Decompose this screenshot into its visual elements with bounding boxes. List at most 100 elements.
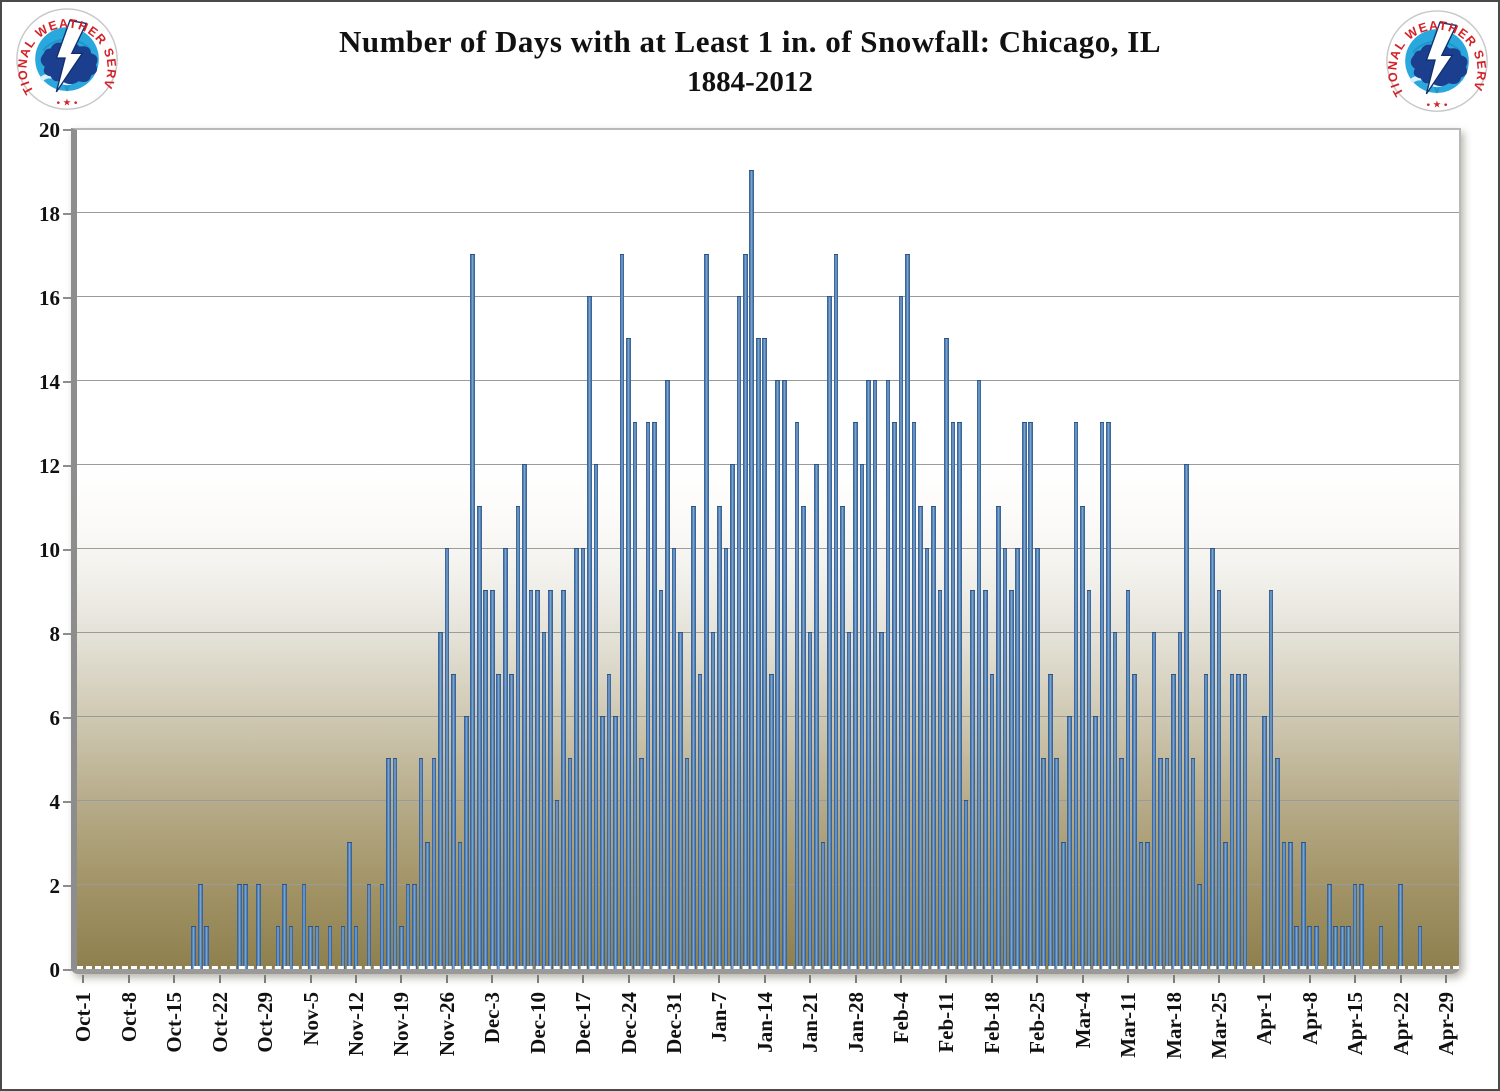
x-tick-mark: [400, 975, 403, 983]
bar: [671, 548, 677, 969]
x-tick-label: Apr-15: [1343, 992, 1368, 1056]
y-tick-label: 20: [39, 118, 60, 142]
x-tick-label: Jan-21: [798, 992, 823, 1053]
bar: [1002, 548, 1008, 969]
bar: [301, 884, 307, 969]
bar: [1346, 926, 1351, 969]
bar: [412, 884, 417, 969]
bar: [593, 464, 599, 969]
x-tick-label: Apr-1: [1252, 992, 1277, 1045]
bar: [502, 548, 508, 969]
bar: [236, 884, 242, 969]
x-tick-label: Apr-8: [1297, 992, 1322, 1045]
x-tick-mark: [1172, 975, 1175, 983]
bar: [840, 506, 845, 969]
zero-baseline-dashed: [77, 966, 1459, 969]
bar: [1132, 674, 1137, 969]
x-tick-mark: [354, 975, 357, 983]
bar: [405, 884, 411, 969]
bar: [911, 422, 917, 969]
y-tick-mark: [63, 465, 72, 467]
bar: [632, 422, 638, 969]
bar: [794, 422, 800, 969]
bar: [1268, 590, 1274, 969]
bar: [989, 674, 995, 969]
x-tick-mark: [536, 975, 539, 983]
bar: [931, 506, 936, 969]
bar: [379, 884, 385, 969]
bar: [1223, 842, 1228, 969]
x-tick-label: Dec-31: [661, 992, 686, 1054]
bar: [243, 884, 248, 969]
x-tick-mark: [445, 975, 448, 983]
logo-stars: • ★ •: [1427, 99, 1448, 110]
bar: [730, 464, 735, 969]
x-tick-label: Nov-12: [343, 992, 368, 1057]
gridline: [77, 716, 1459, 717]
bar: [717, 506, 722, 969]
logo-stars: • ★ •: [57, 97, 78, 108]
bar: [1086, 590, 1092, 969]
x-tick-label: Jan-28: [843, 992, 868, 1053]
bar: [1093, 716, 1098, 969]
bar: [1236, 674, 1241, 969]
gridline: [77, 296, 1459, 297]
bar: [1151, 632, 1157, 969]
gridline: [77, 380, 1459, 381]
bar: [963, 800, 969, 969]
y-tick-label: 2: [49, 874, 61, 898]
bar: [541, 632, 547, 969]
bar: [451, 674, 456, 969]
x-tick-mark: [82, 975, 85, 983]
bar: [833, 254, 839, 969]
bar: [950, 422, 956, 969]
bar: [1112, 632, 1118, 969]
bar: [1326, 884, 1332, 969]
bar: [1262, 716, 1267, 969]
bar: [1333, 926, 1339, 969]
gridline: [77, 212, 1459, 213]
plot-area: [71, 128, 1461, 974]
bar: [197, 884, 203, 969]
bar: [665, 380, 670, 969]
bar: [1177, 632, 1183, 969]
x-tick-mark: [672, 975, 675, 983]
x-tick-mark: [809, 975, 812, 983]
x-tick-label: Feb-4: [889, 992, 913, 1044]
bar: [1060, 842, 1066, 969]
y-tick-mark: [63, 213, 72, 215]
x-tick-mark: [718, 975, 721, 983]
bar: [710, 632, 716, 969]
bar: [444, 548, 450, 969]
bar: [1313, 926, 1319, 969]
bar: [781, 380, 787, 969]
x-tick-mark: [264, 975, 267, 983]
bar: [970, 590, 975, 969]
bar: [1171, 674, 1176, 969]
y-tick-label: 14: [39, 370, 60, 394]
y-tick-label: 0: [49, 958, 61, 982]
y-tick-mark: [63, 381, 72, 383]
bar: [613, 716, 618, 969]
bar: [340, 926, 346, 969]
x-tick-label: Apr-22: [1388, 992, 1413, 1056]
bar: [1352, 884, 1358, 969]
bar: [1099, 422, 1105, 969]
x-tick-mark: [1354, 975, 1357, 983]
bar: [535, 590, 540, 969]
y-tick-mark: [63, 969, 72, 971]
bar: [457, 842, 463, 969]
x-tick-mark: [1308, 975, 1311, 983]
y-tick-mark: [63, 129, 72, 131]
bar: [619, 254, 625, 969]
bar: [580, 548, 586, 969]
y-tick-label: 12: [39, 454, 60, 478]
x-tick-label: Feb-11: [934, 992, 959, 1053]
chart-subtitle: 1884-2012: [687, 66, 813, 98]
x-tick-label: Nov-5: [298, 992, 323, 1046]
bar: [846, 632, 852, 969]
bar: [957, 422, 962, 969]
bar: [1229, 674, 1235, 969]
bar: [314, 926, 320, 969]
bar: [191, 926, 197, 969]
